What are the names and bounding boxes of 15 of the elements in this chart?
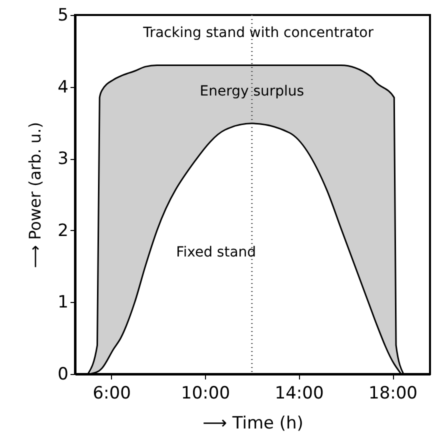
annotation: Tracking stand with concentrator: [142, 24, 374, 41]
y-tick-label: 3: [58, 149, 68, 170]
y-tick-label: 2: [58, 220, 68, 241]
x-tick-label: 18:00: [368, 384, 418, 404]
y-tick-label: 5: [58, 6, 68, 26]
x-tick-label: 14:00: [274, 384, 324, 404]
y-tick-label: 1: [58, 292, 68, 313]
annotation: Energy surplus: [200, 84, 304, 100]
y-axis-title: ⟶ Power (arb. u.): [26, 122, 45, 268]
y-tick-label: 4: [58, 77, 68, 98]
y-tick-label: 0: [58, 364, 68, 384]
annotation: Fixed stand: [176, 244, 256, 260]
x-tick-label: 10:00: [181, 384, 230, 404]
x-axis-title: ⟶ Time (h): [202, 414, 304, 434]
x-tick-label: 6:00: [92, 384, 131, 404]
